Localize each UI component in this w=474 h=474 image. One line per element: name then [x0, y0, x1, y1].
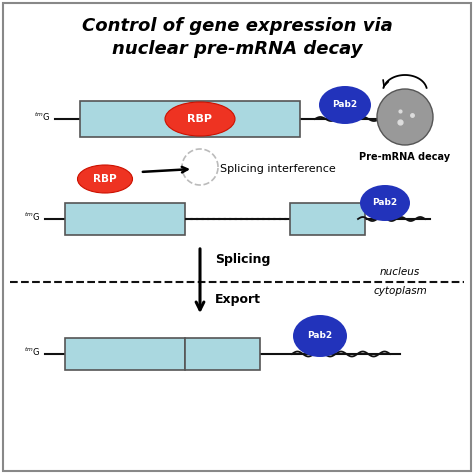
Text: $^{tm}$G: $^{tm}$G	[34, 111, 50, 123]
FancyBboxPatch shape	[80, 101, 300, 137]
Text: Control of gene expression via: Control of gene expression via	[82, 17, 392, 35]
Text: Pab2: Pab2	[373, 198, 398, 207]
Text: RBP: RBP	[188, 114, 212, 124]
FancyBboxPatch shape	[65, 203, 185, 235]
FancyBboxPatch shape	[3, 3, 471, 471]
Text: RBP: RBP	[93, 174, 117, 184]
Ellipse shape	[293, 315, 347, 357]
Ellipse shape	[165, 102, 235, 136]
Ellipse shape	[78, 165, 133, 193]
Ellipse shape	[319, 86, 371, 124]
Text: Splicing: Splicing	[215, 253, 270, 265]
Text: $^{tm}$G: $^{tm}$G	[24, 346, 40, 358]
Text: nuclear pre-mRNA decay: nuclear pre-mRNA decay	[112, 40, 362, 58]
FancyBboxPatch shape	[290, 203, 365, 235]
Ellipse shape	[360, 185, 410, 221]
Text: Splicing interference: Splicing interference	[220, 164, 336, 174]
Text: Export: Export	[215, 292, 261, 306]
Text: nucleus: nucleus	[380, 267, 420, 277]
Text: cytoplasm: cytoplasm	[373, 286, 427, 296]
Text: Pre-mRNA decay: Pre-mRNA decay	[359, 152, 451, 162]
Text: $^{tm}$G: $^{tm}$G	[24, 211, 40, 223]
Text: Pab2: Pab2	[308, 330, 333, 339]
Text: Pab2: Pab2	[332, 100, 357, 109]
FancyBboxPatch shape	[185, 338, 260, 370]
Circle shape	[377, 89, 433, 145]
FancyBboxPatch shape	[65, 338, 185, 370]
